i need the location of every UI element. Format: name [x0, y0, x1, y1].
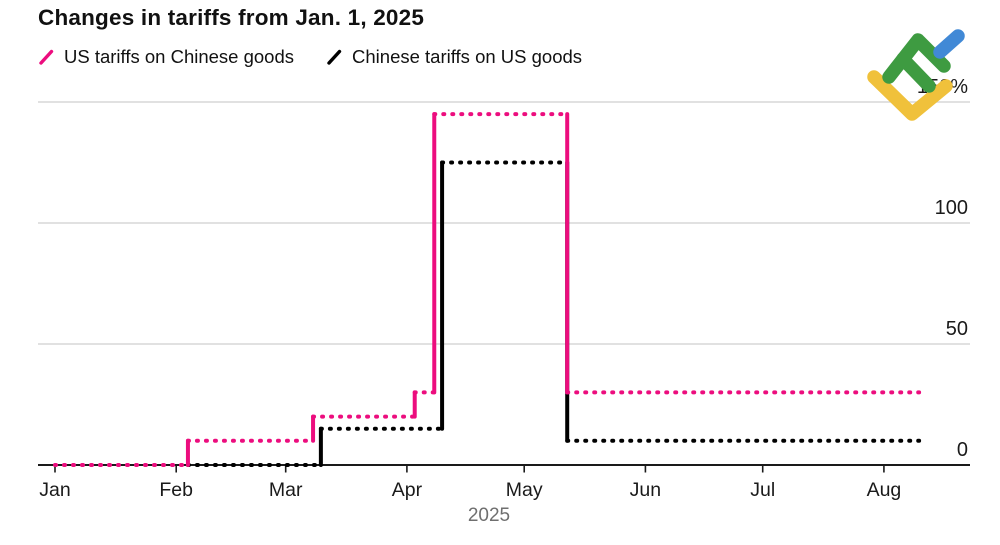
- chart-legend: US tariffs on Chinese goods Chinese tari…: [38, 46, 582, 68]
- pink-slash-icon: [39, 49, 54, 65]
- legend-item-chinese-tariffs: Chinese tariffs on US goods: [326, 46, 582, 68]
- x-tick-label: Jun: [630, 479, 661, 501]
- legend-label-us-tariffs: US tariffs on Chinese goods: [64, 46, 295, 67]
- chart-title: Changes in tariffs from Jan. 1, 2025: [38, 5, 425, 30]
- x-tick-label: May: [506, 479, 543, 501]
- y-tick-label: 100: [935, 197, 968, 219]
- x-tick-label: Mar: [269, 479, 303, 501]
- legend-label-chinese-tariffs: Chinese tariffs on US goods: [352, 46, 583, 67]
- litefinance-logo-icon: [867, 29, 965, 121]
- black-slash-icon: [327, 49, 342, 65]
- legend-item-us-tariffs: US tariffs on Chinese goods: [38, 46, 294, 68]
- y-tick-label: 50: [946, 318, 968, 340]
- x-tick-label: Feb: [159, 479, 193, 501]
- x-tick-label: Jul: [750, 479, 775, 501]
- x-axis-year-label: 2025: [468, 505, 510, 526]
- y-tick-label: 0: [957, 439, 968, 461]
- x-tick-label: Jan: [39, 479, 70, 501]
- x-tick-label: Apr: [392, 479, 423, 501]
- x-tick-label: Aug: [867, 479, 902, 501]
